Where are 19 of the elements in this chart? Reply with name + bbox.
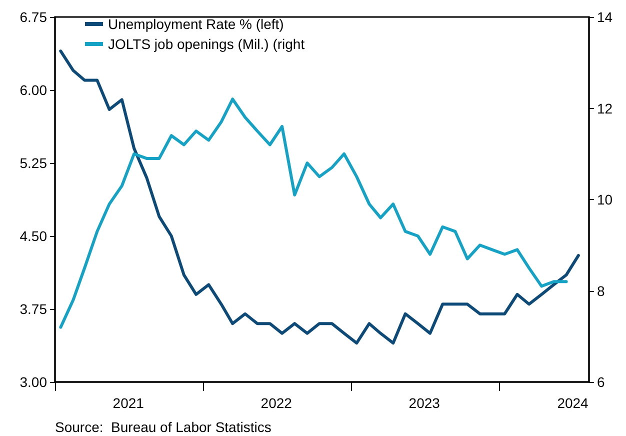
y-tick-label: 5.25 bbox=[20, 155, 48, 171]
y-tick-label: 3.00 bbox=[20, 374, 48, 390]
y2-tick-label: 12 bbox=[597, 100, 613, 116]
y2-tick-label: 6 bbox=[597, 374, 605, 390]
y-tick-label: 6.75 bbox=[20, 9, 48, 25]
y2-tick-label: 10 bbox=[597, 192, 613, 208]
y-tick-label: 3.75 bbox=[20, 301, 48, 317]
source-note: Source: Bureau of Labor Statistics bbox=[55, 419, 272, 435]
y-tick-label: 6.00 bbox=[20, 82, 48, 98]
legend-label: JOLTS job openings (Mil.) (right bbox=[108, 36, 305, 52]
x-tick-label: 2023 bbox=[408, 395, 440, 411]
x-tick-label: 2024 bbox=[557, 395, 589, 411]
legend-label: Unemployment Rate % (left) bbox=[108, 16, 284, 32]
y-tick-label: 4.50 bbox=[20, 228, 48, 244]
line-series bbox=[59, 98, 568, 329]
y2-tick-label: 8 bbox=[597, 282, 605, 299]
x-tick-label: 2022 bbox=[260, 395, 292, 411]
x-tick-label: 2021 bbox=[112, 395, 144, 411]
y2-tick-label: 14 bbox=[597, 9, 613, 25]
